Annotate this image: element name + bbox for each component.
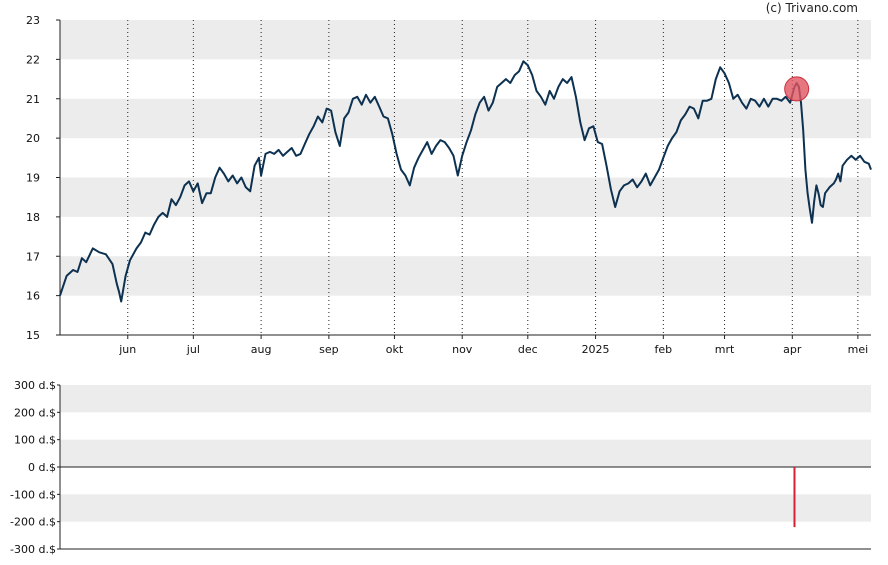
y-tick-label: 200 d.$ [14, 406, 56, 419]
x-tick-label: okt [386, 343, 404, 356]
y-tick-label: 17 [26, 250, 40, 263]
y-tick-label: 23 [26, 14, 40, 27]
x-tick-label: apr [783, 343, 802, 356]
grid-band [60, 98, 871, 139]
x-tick-label: nov [452, 343, 473, 356]
y-tick-label: 22 [26, 53, 40, 66]
event-marker [784, 76, 810, 102]
grid-band [60, 385, 871, 413]
grid-band [60, 256, 871, 296]
price-line [59, 60, 872, 303]
insider-trades-chart: 300 d.$ 200 d.$ 100 d.$ 0 d.$ -100 d.$ -200 d… [10, 379, 871, 556]
trade-bar [793, 467, 796, 528]
y-tick-label: -100 d.$ [10, 488, 56, 501]
x-tick-label: jul [186, 343, 200, 356]
x-tick-label: mrt [715, 343, 735, 356]
y-tick-label: 21 [26, 93, 40, 106]
y-tick-label: 0 d.$ [28, 461, 56, 474]
x-tick-label: 2025 [582, 343, 610, 356]
x-tick-label: dec [518, 343, 538, 356]
y-tick-label: 18 [26, 211, 40, 224]
grid-band [60, 177, 871, 217]
x-tick-label: aug [251, 343, 272, 356]
y-tick-label: 19 [26, 172, 40, 185]
copyright-label: (c) Trivano.com [765, 1, 858, 15]
y-tick-label: -300 d.$ [10, 543, 56, 556]
y-tick-label: 16 [26, 290, 40, 303]
x-tick-label: jun [118, 343, 136, 356]
grid-band [60, 20, 871, 60]
x-tick-label: sep [319, 343, 338, 356]
x-tick-label: mei [848, 343, 869, 356]
y-tick-label: 300 d.$ [14, 379, 56, 392]
y-tick-label: -200 d.$ [10, 516, 56, 529]
grid-band [60, 494, 871, 522]
y-tick-label: 20 [26, 132, 40, 145]
x-tick-label: feb [655, 343, 673, 356]
y-tick-label: 100 d.$ [14, 434, 56, 447]
y-tick-label: 15 [26, 329, 40, 342]
grid-band [60, 439, 871, 467]
price-chart: jun jul aug sep okt nov dec 2025 feb mrt apr mei 15 1… [26, 14, 872, 356]
